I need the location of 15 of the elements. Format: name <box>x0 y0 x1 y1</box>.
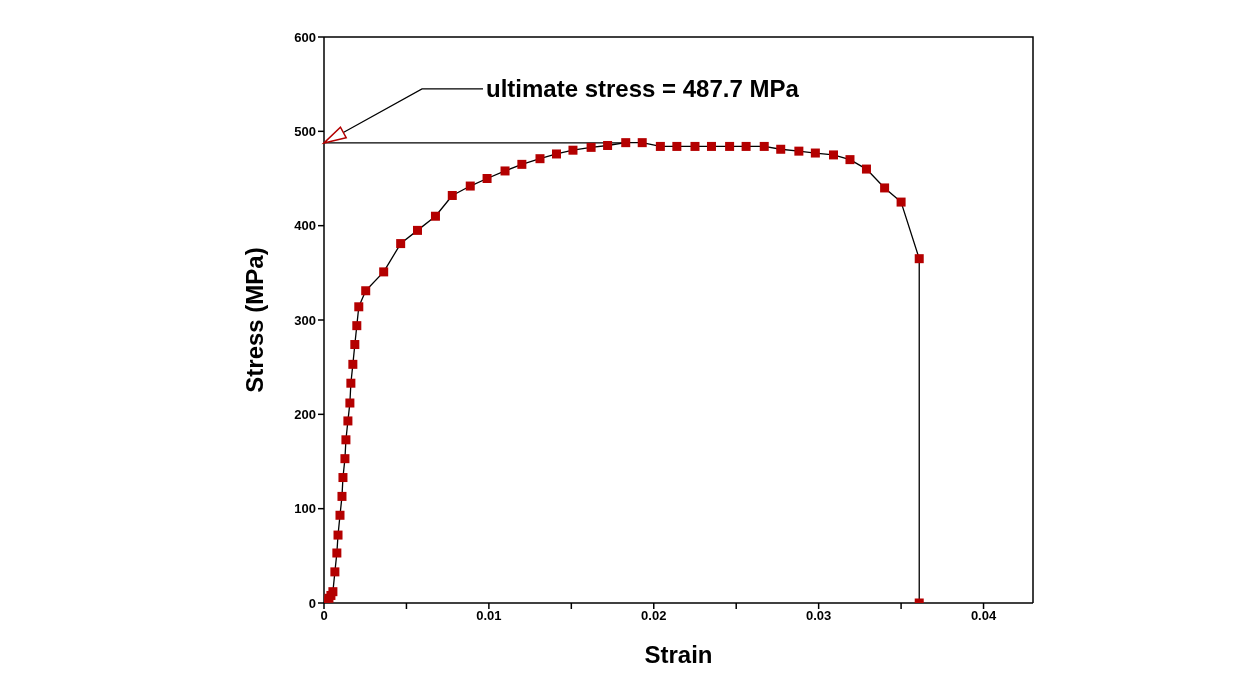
annotation: ultimate stress = 487.7 MPa <box>486 74 800 102</box>
y-tick-label: 400 <box>294 218 316 234</box>
y-tick-label: 200 <box>294 406 316 422</box>
x-tick-label: 0.02 <box>641 608 667 624</box>
x-tick-label: 0.04 <box>970 608 997 624</box>
x-tick-label: 0.03 <box>805 608 832 624</box>
x-axis-title: Strain <box>644 641 713 668</box>
y-tick-label: 100 <box>294 501 316 517</box>
y-axis-title: Stress (MPa) <box>240 247 268 393</box>
y-tick-label: 300 <box>294 312 316 328</box>
y-tick-label: 0 <box>308 595 316 611</box>
y-tick-label: 500 <box>294 123 316 139</box>
x-tick-label: 0.01 <box>476 608 502 624</box>
y-tick-label: 600 <box>294 29 316 45</box>
x-tick-label: 0 <box>320 608 328 624</box>
